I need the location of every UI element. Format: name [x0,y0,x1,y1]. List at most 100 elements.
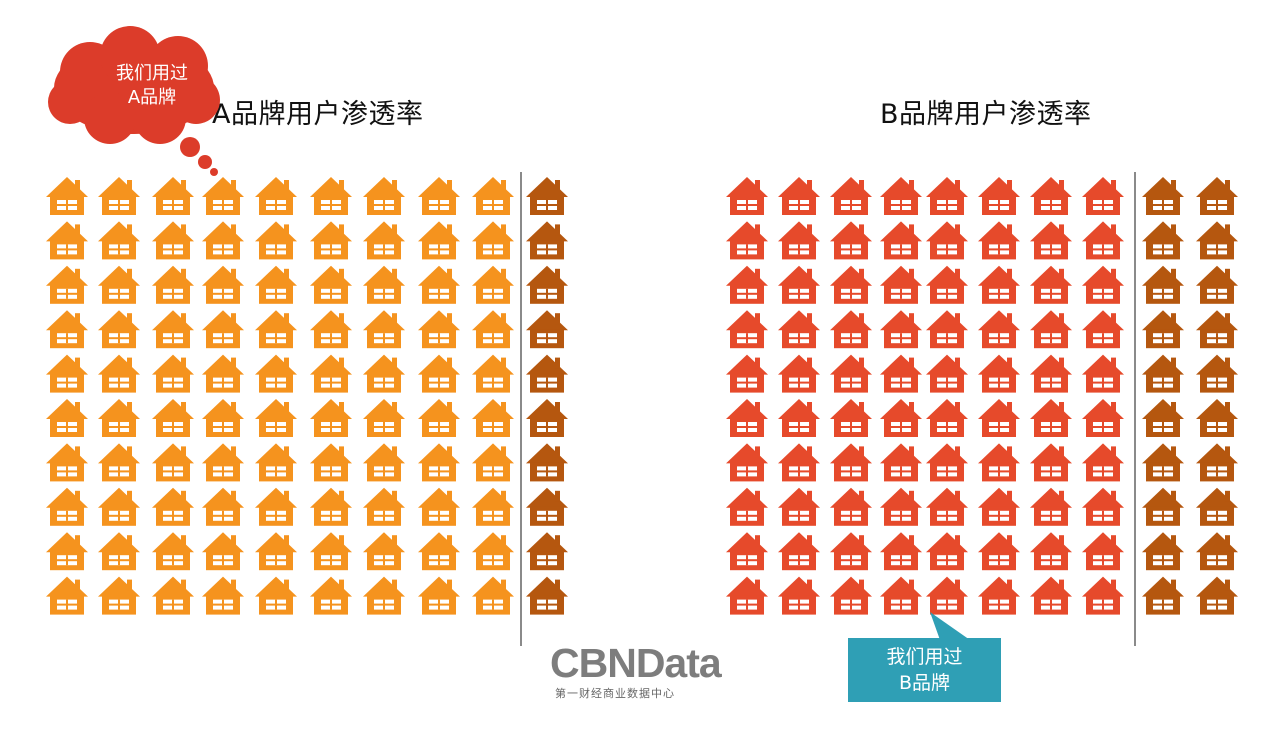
divider-b [1134,172,1136,646]
house-a-used [255,532,297,571]
house-a-used [202,399,244,437]
house-a-used [363,265,405,304]
house-a-used [472,265,514,304]
house-a-used [98,399,140,437]
house-b-used [1030,399,1072,437]
house-b-used [830,221,872,260]
house-b-used [726,399,768,437]
house-a-used [98,221,140,260]
house-b-used [1030,221,1072,260]
house-a-used [98,576,140,615]
house-b-used [726,354,768,393]
house-b-unused [1196,576,1238,615]
house-b-unused [1142,443,1184,482]
house-a-used [472,221,514,260]
house-a-used [152,487,194,526]
house-b-unused [1142,399,1184,437]
house-a-used [472,310,514,349]
house-a-unused [526,532,568,571]
divider-a [520,172,522,646]
house-b-unused [1196,265,1238,304]
house-b-used [978,354,1020,393]
house-b-used [1082,487,1124,526]
house-b-used [978,576,1020,615]
chart-b-title: B品牌用户渗透率 [880,99,1092,130]
house-a-used [202,265,244,304]
house-b-used [726,487,768,526]
house-b-unused [1142,354,1184,393]
house-a-used [98,354,140,393]
house-b-used [726,177,768,215]
house-b-used [726,265,768,304]
house-a-used [255,177,297,215]
cbndata-logo-subtitle: 第一财经商业数据中心 [555,687,675,700]
house-a-used [98,443,140,482]
house-b-used [1030,265,1072,304]
house-a-unused [526,354,568,393]
house-b-unused [1142,532,1184,571]
house-b-used [880,487,922,526]
house-b-used [926,399,968,437]
house-a-used [152,221,194,260]
house-a-used [255,399,297,437]
house-a-used [152,354,194,393]
house-a-used [152,265,194,304]
house-a-used [472,177,514,215]
house-a-used [152,443,194,482]
house-a-used [472,576,514,615]
house-a-used [310,221,352,260]
house-a-unused [526,265,568,304]
house-b-unused [1196,221,1238,260]
house-b-used [1030,443,1072,482]
house-b-used [926,576,968,615]
house-a-used [418,177,460,215]
house-a-unused [526,177,568,215]
house-a-used [46,487,88,526]
house-b-used [1030,487,1072,526]
house-a-used [472,399,514,437]
house-a-used [98,177,140,215]
house-a-used [255,221,297,260]
house-b-unused [1142,265,1184,304]
callout-a-text: 我们用过 A品牌 [88,62,216,110]
house-a-used [418,265,460,304]
callout-b-line1: 我们用过 [886,646,963,668]
house-b-used [830,354,872,393]
house-b-used [726,532,768,571]
house-b-used [778,443,820,482]
house-b-used [978,487,1020,526]
house-b-used [1082,576,1124,615]
house-a-used [46,532,88,571]
house-b-used [778,487,820,526]
house-a-used [46,310,88,349]
house-a-used [46,265,88,304]
house-a-used [255,487,297,526]
house-b-unused [1196,532,1238,571]
house-b-unused [1142,221,1184,260]
house-a-used [363,354,405,393]
house-b-used [880,177,922,215]
house-a-used [98,487,140,526]
house-a-unused [526,487,568,526]
house-a-used [310,265,352,304]
house-a-used [152,310,194,349]
house-a-used [202,443,244,482]
house-b-used [1030,576,1072,615]
house-b-used [830,310,872,349]
house-b-used [726,310,768,349]
house-b-used [778,576,820,615]
house-a-used [418,310,460,349]
house-b-used [880,576,922,615]
house-b-used [1082,265,1124,304]
house-a-used [202,177,244,215]
house-b-used [830,177,872,215]
callout-box-b: 我们用过 B品牌 [848,638,1001,702]
house-b-used [880,443,922,482]
house-a-unused [526,399,568,437]
house-a-used [310,532,352,571]
house-a-used [152,399,194,437]
house-b-unused [1196,487,1238,526]
house-b-used [1082,177,1124,215]
callout-a-line1: 我们用过 [116,63,188,84]
house-a-used [363,443,405,482]
